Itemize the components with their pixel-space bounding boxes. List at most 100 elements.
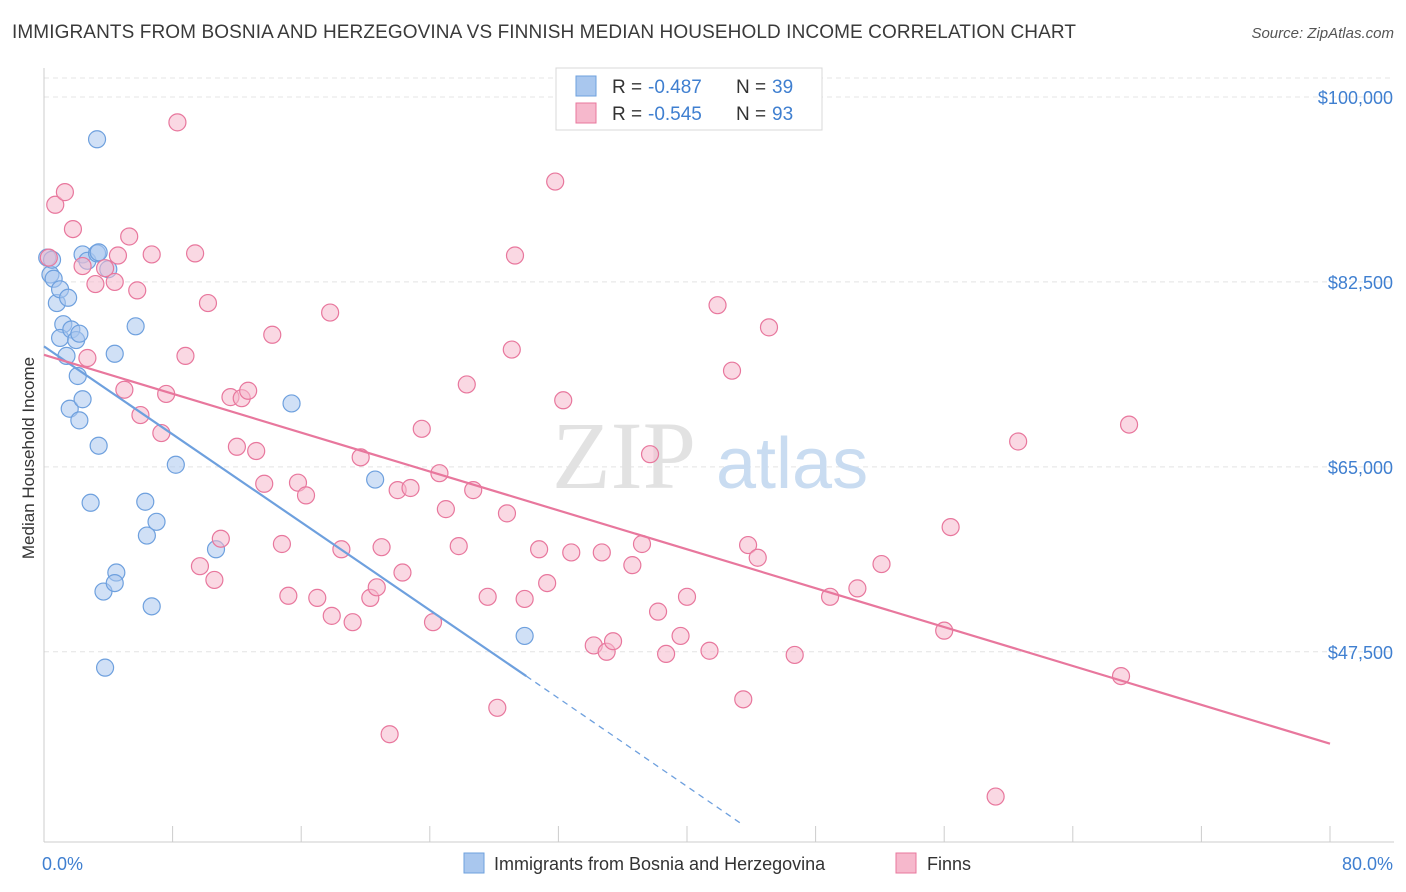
finns-point-18 bbox=[176, 346, 195, 366]
legend-n-value-finns: 93 bbox=[772, 104, 793, 125]
series-finns-points bbox=[39, 113, 1139, 806]
finns-point-76 bbox=[677, 587, 697, 606]
y-axis-tick-labels: $47,500 $65,000 $82,500 $100,000 bbox=[1318, 88, 1393, 663]
finns-point-61 bbox=[530, 540, 549, 559]
bosnia-point-10 bbox=[60, 399, 79, 418]
finns-point-82 bbox=[748, 548, 767, 567]
bosnia-point-22 bbox=[89, 436, 108, 455]
bosnia-point-9 bbox=[59, 288, 78, 307]
finns-point-65 bbox=[562, 543, 581, 562]
finns-point-34 bbox=[296, 486, 316, 505]
finns-point-5 bbox=[78, 348, 97, 368]
legend-swatch-finns-bottom bbox=[895, 852, 917, 874]
legend-n-value-bosnia: 39 bbox=[772, 77, 793, 98]
legend-r-value-finns: -0.545 bbox=[648, 104, 702, 125]
finns-point-90 bbox=[986, 787, 1005, 806]
finns-point-32 bbox=[279, 586, 298, 605]
finns-point-84 bbox=[785, 645, 804, 665]
bosnia-point-30 bbox=[136, 492, 155, 511]
bosnia-point-39 bbox=[515, 626, 534, 646]
legend-label-bosnia: Immigrants from Bosnia and Herzegovina bbox=[494, 854, 826, 874]
chart-title: IMMIGRANTS FROM BOSNIA AND HERZEGOVINA V… bbox=[12, 22, 1077, 43]
legend-n-label-bosnia: N = bbox=[736, 77, 766, 98]
finns-point-73 bbox=[648, 602, 668, 621]
series-legend: Immigrants from Bosnia and Herzegovina F… bbox=[463, 852, 971, 874]
finns-point-35 bbox=[308, 588, 327, 607]
finns-point-0 bbox=[39, 248, 58, 267]
finns-point-9 bbox=[108, 246, 128, 265]
finns-point-56 bbox=[488, 698, 507, 717]
bosnia-trend-extension bbox=[525, 675, 744, 826]
finns-point-44 bbox=[380, 725, 399, 744]
bosnia-point-32 bbox=[147, 512, 166, 531]
finns-point-70 bbox=[623, 556, 642, 575]
finns-point-52 bbox=[449, 537, 468, 556]
finns-point-23 bbox=[211, 529, 230, 548]
legend-swatch-finns bbox=[575, 102, 597, 124]
bosnia-point-21 bbox=[73, 390, 92, 409]
finns-point-78 bbox=[708, 296, 727, 315]
bosnia-trend-line bbox=[43, 345, 527, 678]
finns-point-50 bbox=[430, 464, 449, 483]
finns-point-7 bbox=[95, 259, 115, 278]
finns-point-22 bbox=[205, 570, 224, 590]
finns-point-17 bbox=[168, 113, 187, 132]
bosnia-point-25 bbox=[126, 317, 145, 336]
legend-box bbox=[555, 67, 823, 131]
bosnia-point-26 bbox=[87, 130, 107, 149]
finns-point-39 bbox=[343, 613, 362, 632]
finns-point-69 bbox=[603, 632, 623, 651]
finns-point-83 bbox=[759, 318, 779, 337]
x-tick-label-1: 80.0% bbox=[1342, 854, 1393, 874]
finns-point-72 bbox=[640, 445, 660, 464]
finns-point-43 bbox=[372, 538, 391, 557]
finns-point-74 bbox=[657, 644, 676, 664]
bosnia-point-36 bbox=[95, 658, 115, 677]
bosnia-point-38 bbox=[366, 470, 385, 489]
finns-point-2 bbox=[55, 183, 74, 202]
legend-r-label-bosnia: R = bbox=[612, 77, 642, 98]
finns-point-55 bbox=[478, 587, 497, 606]
finns-point-31 bbox=[272, 534, 292, 554]
legend-r-label-finns: R = bbox=[612, 104, 642, 125]
finns-point-29 bbox=[255, 474, 274, 493]
y-tick-label-2: $82,500 bbox=[1328, 273, 1393, 293]
bosnia-point-17 bbox=[89, 243, 108, 262]
finns-point-37 bbox=[322, 606, 341, 625]
x-axis-ticks bbox=[43, 826, 1331, 842]
finns-point-42 bbox=[367, 578, 386, 597]
finns-point-80 bbox=[734, 690, 753, 709]
finns-point-85 bbox=[820, 587, 840, 606]
y-axis-label: Median Household Income bbox=[19, 357, 38, 559]
bosnia-point-13 bbox=[70, 324, 89, 343]
finns-point-75 bbox=[671, 626, 690, 646]
bosnia-point-24 bbox=[105, 344, 124, 363]
finns-point-81 bbox=[738, 535, 758, 555]
finns-point-1 bbox=[46, 195, 65, 214]
finns-point-49 bbox=[423, 613, 443, 632]
finns-point-57 bbox=[497, 504, 517, 523]
finns-point-77 bbox=[700, 641, 719, 660]
finns-point-28 bbox=[247, 441, 266, 461]
finns-point-6 bbox=[86, 274, 105, 294]
bosnia-point-31 bbox=[137, 526, 156, 545]
bosnia-point-20 bbox=[70, 411, 89, 430]
watermark-atlas: atlas bbox=[716, 424, 868, 504]
finns-point-19 bbox=[186, 244, 205, 263]
bosnia-point-23 bbox=[81, 493, 100, 512]
finns-point-87 bbox=[872, 554, 891, 574]
finns-point-14 bbox=[142, 245, 161, 264]
finns-point-40 bbox=[351, 448, 370, 467]
finns-point-25 bbox=[227, 437, 246, 456]
finns-point-79 bbox=[722, 361, 742, 380]
finns-point-86 bbox=[848, 579, 867, 598]
finns-point-89 bbox=[941, 517, 960, 537]
finns-point-12 bbox=[128, 281, 147, 300]
x-tick-label-0: 0.0% bbox=[42, 854, 83, 874]
finns-trend-line bbox=[43, 353, 1331, 745]
finns-point-59 bbox=[505, 246, 525, 265]
bosnia-point-37 bbox=[282, 394, 301, 413]
finns-point-46 bbox=[393, 563, 412, 582]
legend-swatch-bosnia-bottom bbox=[463, 852, 485, 874]
